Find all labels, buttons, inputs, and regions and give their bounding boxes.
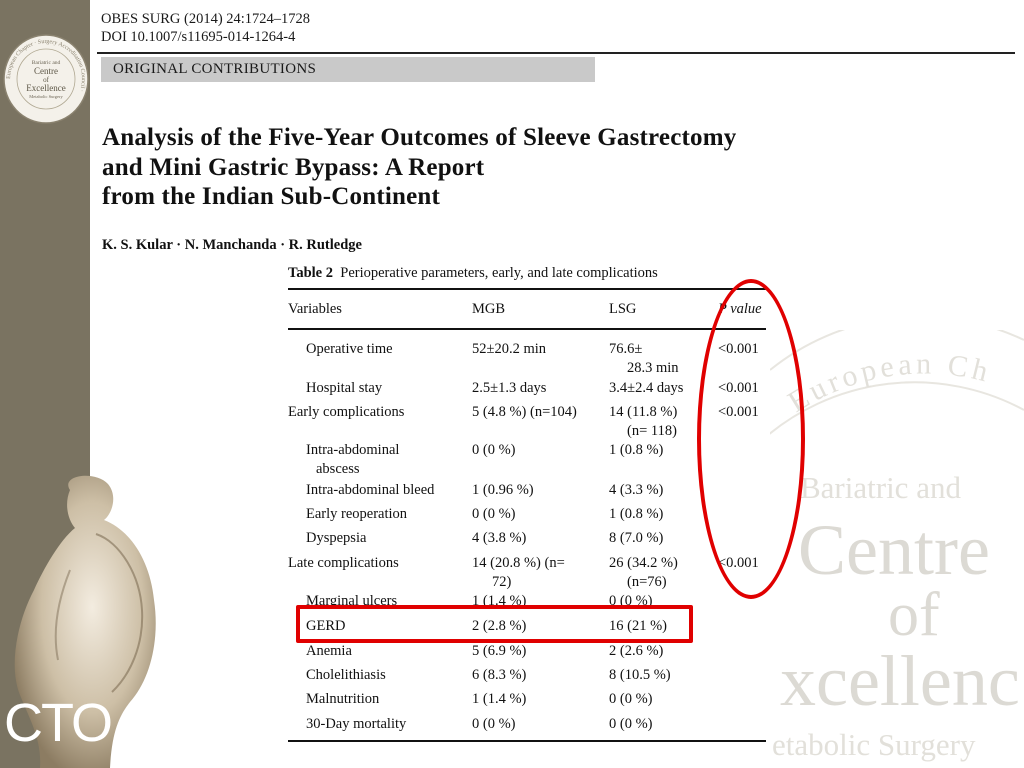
table-top-rule bbox=[288, 288, 766, 290]
authors: K. S. Kular · N. Manchanda · R. Rutledge bbox=[102, 237, 362, 253]
table-cell-mgb: 1 (1.4 %) bbox=[472, 691, 527, 707]
table-cell-lsg: 4 (3.3 %) bbox=[609, 482, 664, 498]
table-cell-variable: Intra-abdominal bleed bbox=[306, 482, 435, 498]
table-header-mgb: MGB bbox=[472, 301, 506, 317]
table-cell-variable: Cholelithiasis bbox=[306, 667, 386, 683]
table-header-rule bbox=[288, 328, 766, 330]
table-caption: Table 2 Perioperative parameters, early,… bbox=[288, 265, 658, 282]
table-cell-lsg: 1 (0.8 %) bbox=[609, 506, 664, 522]
title-line-2: and Mini Gastric Bypass: A Report bbox=[102, 153, 485, 181]
table-cell-lsg: 3.4±2.4 days bbox=[609, 380, 684, 396]
table-cell-variable: Hospital stay bbox=[306, 380, 383, 396]
p-value-highlight-oval bbox=[697, 279, 805, 599]
table-bottom-rule bbox=[288, 740, 766, 742]
table-cell-mgb: 0 (0 %) bbox=[472, 506, 516, 522]
cto-logo-text: CTO bbox=[4, 693, 113, 753]
title-line-3: from the Indian Sub-Continent bbox=[102, 183, 441, 210]
table-cell-p-value: <0.001 bbox=[718, 404, 759, 420]
table-cell-lsg: (n= 118) bbox=[627, 423, 677, 439]
complications-table: Table 2 Perioperative parameters, early,… bbox=[288, 262, 778, 762]
table-cell-lsg: 26 (34.2 %) bbox=[609, 555, 678, 571]
table-cell-variable: Anemia bbox=[306, 643, 352, 659]
gerd-row-highlight-box bbox=[296, 605, 693, 643]
table-cell-lsg: 14 (11.8 %) bbox=[609, 404, 678, 420]
table-cell-variable: Operative time bbox=[306, 341, 393, 357]
table-cell-mgb: 72) bbox=[492, 574, 512, 590]
watermark-line-4: xcellenc bbox=[780, 641, 1020, 721]
table-cell-variable: Early complications bbox=[288, 404, 405, 420]
watermark-line-1: Bariatric and bbox=[800, 470, 961, 505]
table-cell-p-value: <0.001 bbox=[718, 341, 759, 357]
table-cell-mgb: 2 (2.8 %) bbox=[472, 618, 527, 634]
table-cell-variable: Intra-abdominal bbox=[306, 442, 400, 458]
table-cell-lsg: 16 (21 %) bbox=[609, 618, 667, 634]
watermark-line-3: of bbox=[888, 581, 940, 649]
table-cell-mgb: 2.5±1.3 days bbox=[472, 380, 547, 396]
table-cell-lsg: 8 (7.0 %) bbox=[609, 530, 664, 546]
table-cell-mgb: 14 (20.8 %) (n= bbox=[472, 555, 565, 571]
table-cell-mgb: 6 (8.3 %) bbox=[472, 667, 527, 683]
table-cell-mgb: 52±20.2 min bbox=[472, 341, 547, 357]
table-cell-mgb: 0 (0 %) bbox=[472, 716, 516, 732]
centre-of-excellence-watermark: European Ch Bariatric and Centre of xcel… bbox=[770, 330, 1024, 762]
journal-citation: OBES SURG (2014) 24:1724–1728 bbox=[101, 11, 311, 27]
table-cell-lsg: 28.3 min bbox=[627, 360, 679, 376]
table-cell-variable: Early reoperation bbox=[306, 506, 408, 522]
section-band: ORIGINAL CONTRIBUTIONS bbox=[101, 57, 595, 82]
obese-figure-illustration bbox=[14, 475, 156, 768]
table-cell-variable: Malnutrition bbox=[306, 691, 380, 707]
seal-line-5: Metabolic Surgery bbox=[29, 94, 63, 99]
title-line-1: Analysis of the Five-Year Outcomes of Sl… bbox=[102, 124, 737, 151]
watermark-line-5: etabolic Surgery bbox=[772, 727, 976, 762]
table-cell-lsg: 1 (0.8 %) bbox=[609, 442, 664, 458]
table-cell-mgb: 4 (3.8 %) bbox=[472, 530, 527, 546]
article-title: Analysis of the Five-Year Outcomes of Sl… bbox=[102, 123, 736, 212]
seal-line-2: Centre bbox=[34, 66, 58, 76]
table-cell-mgb: 1 (0.96 %) bbox=[472, 482, 534, 498]
table-cell-variable: GERD bbox=[306, 618, 346, 634]
table-header-lsg: LSG bbox=[609, 301, 637, 317]
seal-line-3: of bbox=[43, 76, 50, 84]
table-cell-variable: 30-Day mortality bbox=[306, 716, 407, 732]
table-cell-mgb: 5 (6.9 %) bbox=[472, 643, 527, 659]
table-cell-variable: Late complications bbox=[288, 555, 399, 571]
watermark-ring-text: European Ch bbox=[782, 348, 991, 419]
seal-line-1: Bariatric and bbox=[32, 60, 61, 66]
table-cell-lsg: 2 (2.6 %) bbox=[609, 643, 664, 659]
table-header-variables: Variables bbox=[288, 301, 342, 317]
accreditation-seal: European Chapter · Surgery Accreditation… bbox=[3, 34, 89, 124]
table-cell-lsg: 0 (0 %) bbox=[609, 716, 653, 732]
table-cell-lsg: 76.6± bbox=[609, 341, 643, 357]
table-caption-text: Perioperative parameters, early, and lat… bbox=[340, 265, 658, 281]
table-cell-mgb: 0 (0 %) bbox=[472, 442, 516, 458]
svg-text:European Ch: European Ch bbox=[782, 348, 995, 419]
doi: DOI 10.1007/s11695-014-1264-4 bbox=[101, 29, 296, 45]
table-cell-variable: abscess bbox=[316, 461, 360, 477]
table-cell-mgb: 5 (4.8 %) (n=104) bbox=[472, 404, 577, 420]
table-cell-lsg: 0 (0 %) bbox=[609, 691, 653, 707]
table-cell-variable: Dyspepsia bbox=[306, 530, 367, 546]
table-cell-lsg: 8 (10.5 %) bbox=[609, 667, 671, 683]
table-cell-p-value: <0.001 bbox=[718, 380, 759, 396]
table-caption-label: Table 2 bbox=[288, 265, 333, 281]
seal-line-4: Excellence bbox=[26, 83, 65, 93]
section-label: ORIGINAL CONTRIBUTIONS bbox=[113, 61, 317, 77]
header-rule bbox=[97, 52, 1015, 54]
table-cell-lsg: (n=76) bbox=[627, 574, 667, 590]
watermark-line-2: Centre bbox=[798, 510, 990, 590]
